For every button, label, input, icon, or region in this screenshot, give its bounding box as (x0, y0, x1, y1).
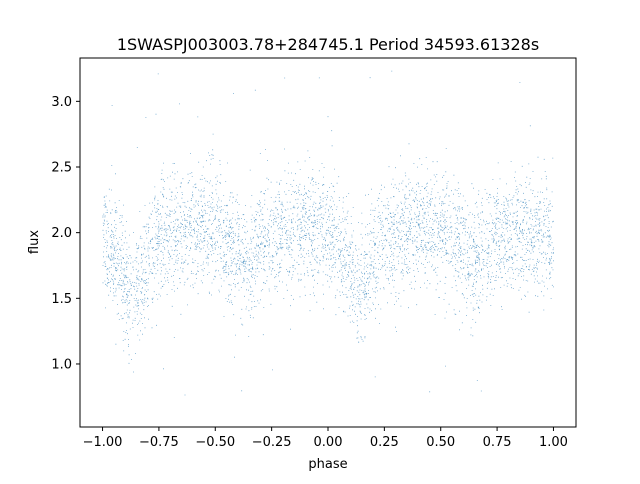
x-tick-label: 0.50 (426, 435, 455, 450)
y-tick-label: 2.0 (51, 226, 72, 241)
x-tick-label: 0.00 (314, 435, 343, 450)
data-points (102, 70, 554, 396)
x-axis-label: phase (308, 457, 347, 472)
y-tick-label: 2.5 (51, 160, 72, 175)
x-tick-label: 0.25 (370, 435, 399, 450)
x-tick-label: 1.00 (539, 435, 568, 450)
y-axis-label: flux (27, 230, 42, 254)
x-tick-label: −0.50 (195, 435, 235, 450)
y-axis-ticks: 1.0 1.5 2.0 2.5 3.0 (51, 95, 80, 372)
x-tick-label: −0.25 (252, 435, 292, 450)
y-tick-label: 1.0 (51, 357, 72, 372)
scatter-points (102, 70, 554, 396)
plot-area-frame (79, 57, 577, 428)
x-axis-ticks: −1.00 −0.75 −0.50 −0.25 0.00 0.25 0.50 0.75 1.00 (83, 427, 568, 450)
x-tick-label: −1.00 (83, 435, 123, 450)
chart-title: 1SWASPJ003003.78+284745.1 Period 34593.6… (117, 35, 539, 54)
x-tick-label: −0.75 (139, 435, 179, 450)
y-tick-label: 1.5 (51, 292, 72, 307)
y-tick-label: 3.0 (51, 95, 72, 110)
x-tick-label: 0.75 (483, 435, 512, 450)
